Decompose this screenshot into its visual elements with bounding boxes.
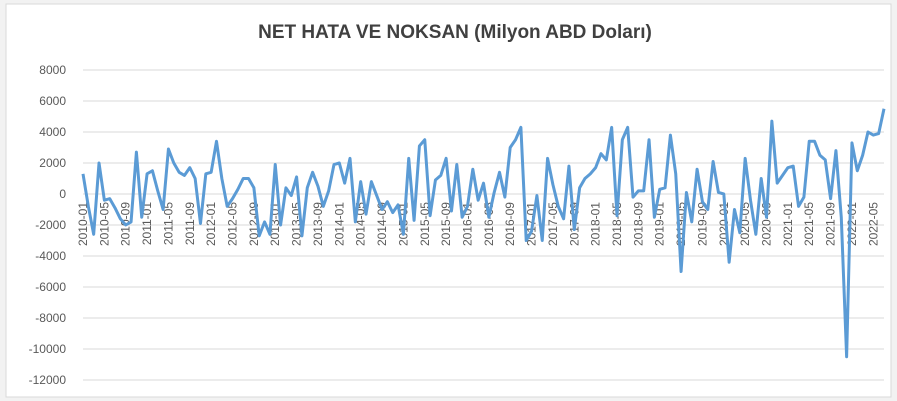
x-tick-label: 2021-01	[781, 202, 795, 246]
y-tick-label: -10000	[29, 342, 67, 356]
x-tick-label: 2014-09	[375, 202, 389, 246]
y-tick-label: -6000	[35, 280, 66, 294]
x-tick-label: 2022-05	[866, 202, 880, 246]
y-tick-label: 4000	[39, 125, 66, 139]
chart-title: NET HATA VE NOKSAN (Milyon ABD Doları)	[258, 22, 652, 43]
x-tick-label: 2017-05	[546, 202, 560, 246]
x-tick-label: 2011-05	[161, 202, 175, 245]
x-tick-label: 2020-09	[760, 202, 774, 246]
x-tick-label: 2016-05	[482, 202, 496, 246]
y-tick-label: -2000	[35, 218, 66, 232]
x-tick-label: 2018-09	[631, 202, 645, 246]
x-tick-label: 2014-01	[332, 202, 346, 246]
x-tick-label: 2018-05	[610, 202, 624, 246]
x-tick-label: 2021-09	[824, 202, 838, 246]
x-tick-label: 2010-05	[97, 202, 111, 246]
x-tick-label: 2013-09	[311, 202, 325, 246]
x-tick-label: 2019-09	[695, 202, 709, 246]
y-tick-label: 6000	[39, 94, 66, 108]
y-tick-label: 2000	[39, 156, 66, 170]
y-tick-label: -4000	[35, 249, 66, 263]
x-tick-label: 2012-01	[204, 202, 218, 246]
x-tick-label: 2018-01	[589, 202, 603, 246]
x-tick-label: 2015-09	[439, 202, 453, 246]
x-tick-label: 2011-09	[183, 202, 197, 245]
x-tick-label: 2012-05	[226, 202, 240, 246]
x-tick-label: 2021-05	[802, 202, 816, 246]
x-tick-label: 2016-09	[503, 202, 517, 246]
x-tick-label: 2010-01	[76, 202, 90, 246]
x-tick-label: 2015-05	[418, 202, 432, 246]
y-tick-label: -12000	[29, 373, 67, 387]
x-tick-label: 2022-01	[845, 202, 859, 246]
y-tick-label: 8000	[39, 63, 66, 77]
y-tick-label: 0	[59, 187, 66, 201]
y-tick-label: -8000	[35, 311, 66, 325]
data-line	[81, 108, 886, 359]
